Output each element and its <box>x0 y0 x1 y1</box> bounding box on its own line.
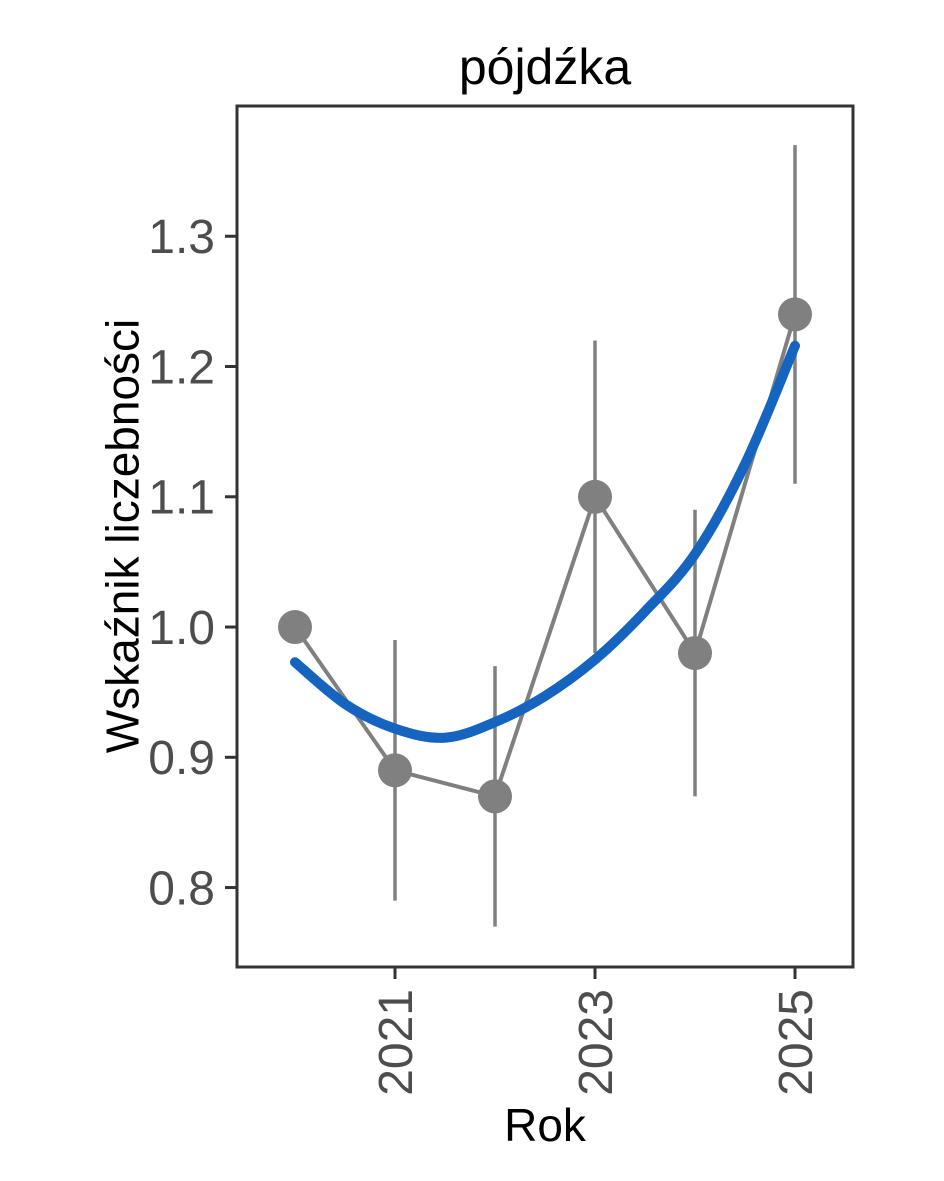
data-points <box>278 297 812 814</box>
panel-border <box>235 104 855 969</box>
y-tick-label: 0.8 <box>148 862 215 915</box>
data-point <box>778 297 812 332</box>
trend-line <box>290 340 800 743</box>
y-tick-label: 0.9 <box>148 732 215 785</box>
chart-title: pójdźka <box>458 39 632 95</box>
x-tick-label: 2021 <box>370 989 423 1096</box>
x-tick-label: 2025 <box>770 989 823 1096</box>
y-tick-label: 1.1 <box>148 472 215 525</box>
data-point <box>478 779 512 814</box>
data-line <box>293 313 797 799</box>
x-axis-ticks: 2021 2023 2025 <box>370 967 823 1096</box>
error-bars <box>393 145 797 927</box>
x-tick-label: 2023 <box>570 989 623 1096</box>
data-point <box>578 479 612 514</box>
y-tick-label: 1.0 <box>148 602 215 655</box>
data-point <box>678 636 712 671</box>
y-tick-label: 1.3 <box>148 211 215 264</box>
data-point <box>378 753 412 788</box>
data-point <box>278 610 312 645</box>
y-axis-ticks: 0.8 0.9 1.0 1.1 1.2 1.3 <box>148 211 237 915</box>
y-tick-label: 1.2 <box>148 341 215 394</box>
x-axis-title: Rok <box>504 1099 586 1151</box>
